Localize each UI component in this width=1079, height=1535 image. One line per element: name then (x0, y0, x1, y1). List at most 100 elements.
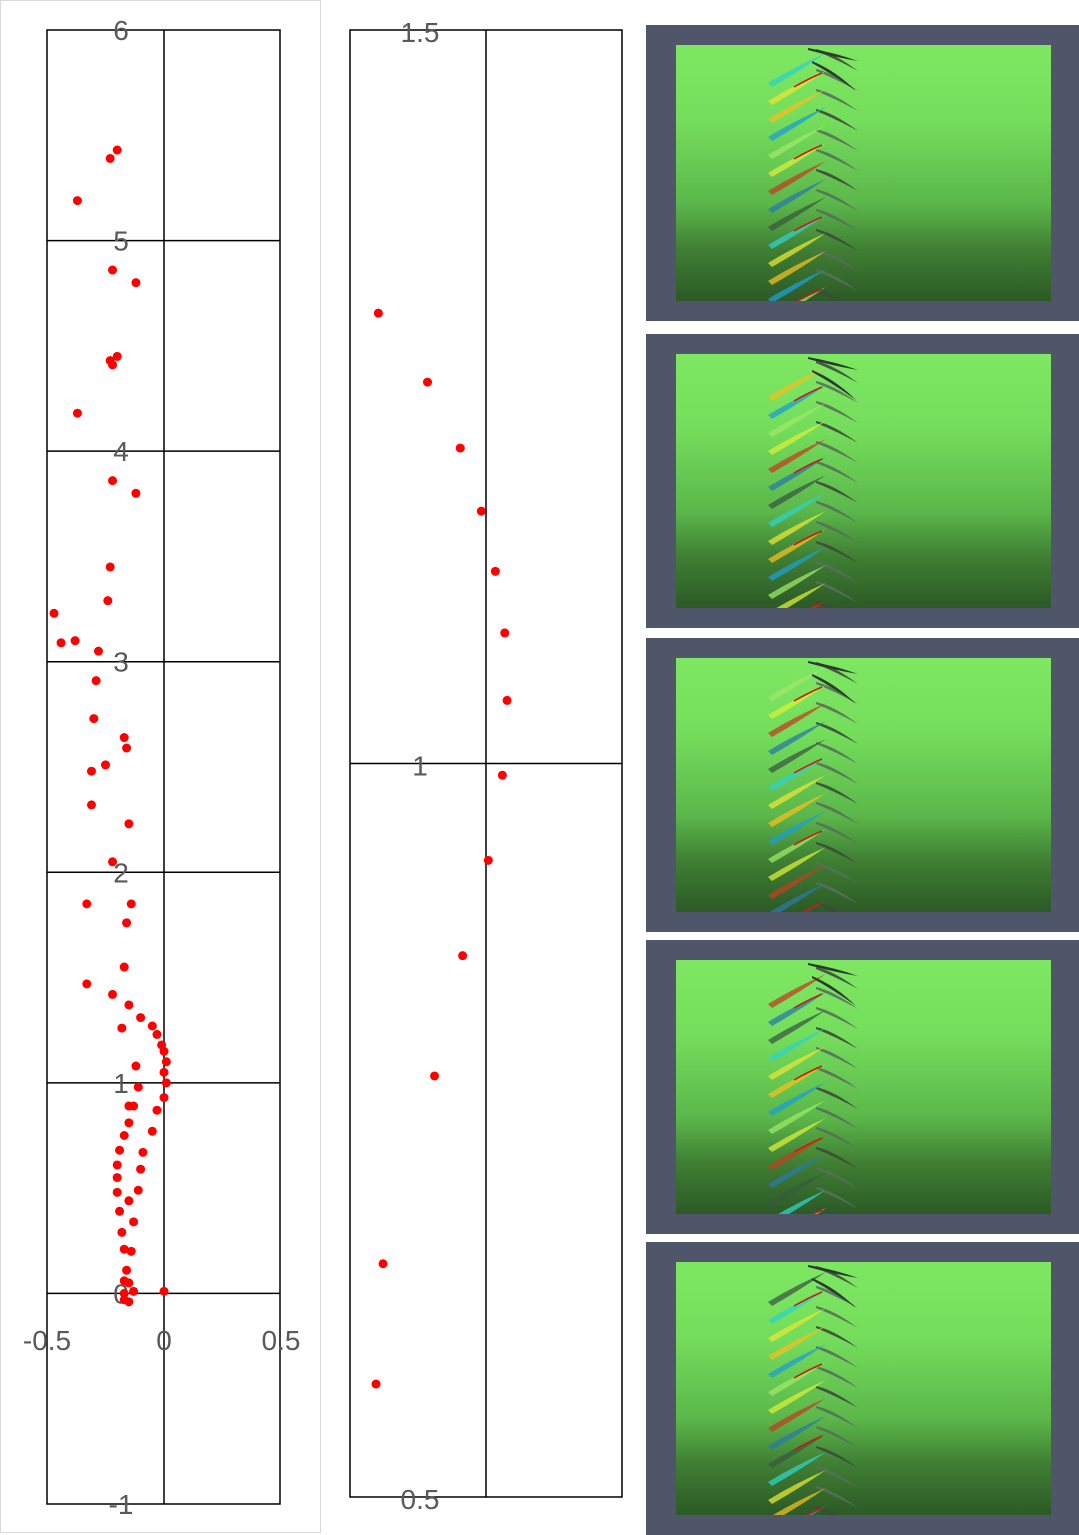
blade-shape (816, 169, 858, 191)
render-panel-1 (646, 25, 1079, 321)
blade-shape (816, 1147, 858, 1169)
blade-highlight (793, 216, 823, 232)
blade-shape (816, 902, 840, 912)
blade-shape (776, 583, 826, 608)
data-point (117, 1023, 127, 1033)
y-tick-label: 5 (113, 226, 129, 257)
y-tick-label: 2 (113, 857, 129, 888)
blade-shape (808, 48, 858, 61)
blade-shape (768, 143, 826, 177)
blade-shape (816, 129, 858, 151)
blade-shape (768, 811, 826, 845)
blade-highlight (793, 1065, 823, 1081)
blade-shape (812, 1278, 856, 1308)
blade-highlight (793, 830, 823, 846)
blade-shape (816, 882, 858, 904)
blade-shape (768, 1272, 826, 1306)
blade-shape (816, 1406, 858, 1428)
x-tick-label: 0 (156, 1325, 172, 1356)
y-tick-label: 0.5 (401, 1484, 440, 1515)
data-point (112, 145, 122, 155)
data-point (455, 443, 465, 453)
data-point (108, 989, 118, 999)
blade-highlight (793, 1137, 823, 1153)
blade-shape (808, 1265, 858, 1278)
blade-cascade-image-3 (768, 661, 858, 912)
blade-shape (768, 1082, 826, 1116)
blade-shape (768, 457, 826, 491)
data-point (108, 476, 118, 486)
blade-shape (812, 976, 856, 1006)
blade-shape (816, 421, 858, 443)
data-point (112, 351, 122, 361)
data-point (159, 1046, 169, 1056)
blade-shape (816, 69, 858, 91)
data-point (124, 1118, 134, 1128)
data-point (115, 1145, 125, 1155)
blade-highlight (793, 72, 823, 88)
blade-shape (816, 209, 858, 231)
blade-shape (816, 1286, 858, 1308)
blade-shape (768, 251, 826, 285)
data-point (124, 1000, 134, 1010)
blade-shape (768, 493, 826, 527)
y-tick-label: -1 (109, 1489, 134, 1520)
blade-shape (816, 1366, 858, 1388)
blade-shape (768, 1344, 826, 1378)
data-point (136, 1164, 146, 1174)
blade-shape (768, 1100, 826, 1134)
blade-shape (816, 229, 858, 251)
blade-shape (816, 987, 858, 1009)
blade-highlight (809, 602, 823, 608)
blade-shape (768, 89, 826, 123)
blade-shape (816, 1346, 858, 1368)
blade-shape (816, 1446, 858, 1468)
blade-shape (768, 1046, 826, 1080)
data-point (108, 265, 118, 275)
blade-cascade-image-1 (768, 48, 858, 301)
data-point (133, 1185, 143, 1195)
blade-shape (768, 107, 826, 141)
blade-highlight (793, 1291, 823, 1307)
blade-shape (768, 475, 826, 509)
blade-shape (816, 702, 858, 724)
data-point (423, 377, 432, 387)
render-panel-4 (646, 940, 1079, 1234)
blade-shape (768, 775, 826, 809)
blade-shape (768, 1136, 826, 1170)
y-tick-label: 1 (113, 1068, 129, 1099)
blade-shape (816, 1107, 858, 1129)
data-point (93, 646, 103, 656)
blade-shape (816, 521, 858, 543)
blade-shape (816, 1187, 858, 1209)
blade-highlight (793, 530, 823, 546)
blade-shape (768, 1452, 826, 1486)
blade-shape (816, 1127, 858, 1149)
data-point (161, 1057, 171, 1067)
middle-scatter-chart: 0.5 1 1.5 (349, 17, 623, 1515)
blade-shape (816, 1306, 858, 1328)
data-point (500, 628, 510, 638)
data-point (122, 743, 132, 753)
data-point (122, 1265, 132, 1275)
data-point (133, 1082, 143, 1092)
data-point (112, 1160, 122, 1170)
data-point (124, 1196, 134, 1206)
data-point (115, 1206, 125, 1216)
data-point (373, 308, 383, 318)
data-point (49, 608, 59, 618)
data-point (89, 714, 99, 724)
blade-shape (816, 1326, 858, 1348)
blade-shape (768, 847, 826, 881)
blade-shape (768, 757, 826, 791)
blade-shape (768, 71, 826, 105)
blade-shape (768, 1290, 826, 1324)
data-point (112, 1187, 122, 1197)
data-point (119, 1288, 129, 1298)
blade-shape (816, 269, 858, 291)
blade-shape (816, 501, 858, 523)
left-chart-panel (0, 0, 321, 1533)
data-point (91, 676, 101, 686)
data-point (119, 733, 129, 743)
blade-shape (816, 1466, 858, 1488)
